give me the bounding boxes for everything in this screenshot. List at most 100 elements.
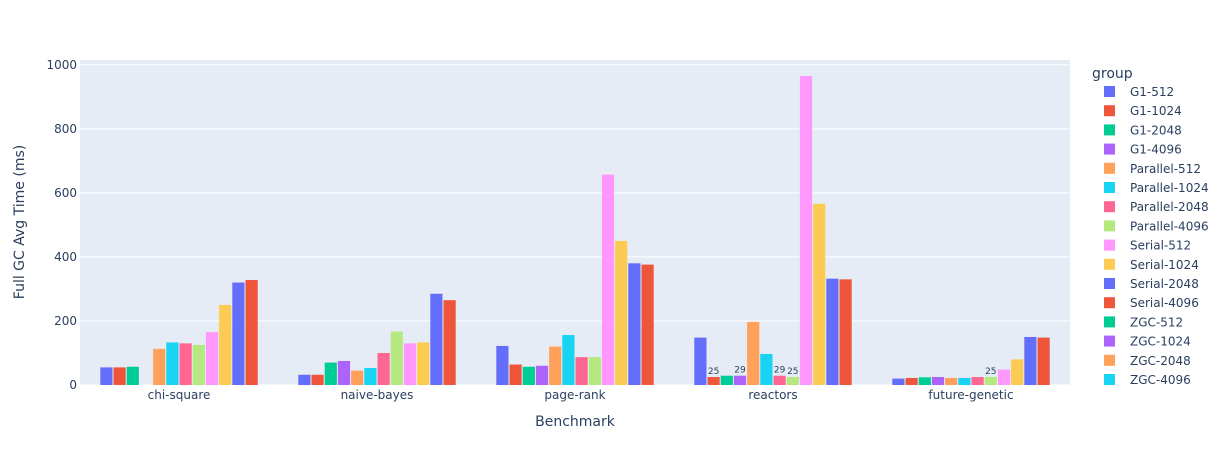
bar [918, 377, 931, 385]
y-tick-label: 200 [54, 314, 77, 328]
legend-item[interactable]: ZGC-2048 [1104, 354, 1191, 368]
bar [126, 366, 139, 385]
legend-swatch [1104, 86, 1115, 97]
bar [232, 282, 245, 385]
legend-item[interactable]: G1-1024 [1104, 104, 1182, 118]
legend-swatch [1104, 220, 1115, 232]
bar-value-label: 25 [708, 367, 719, 377]
legend-item[interactable]: Parallel-512 [1104, 162, 1201, 176]
legend-label: G1-4096 [1130, 143, 1182, 157]
legend-item[interactable]: Parallel-1024 [1104, 181, 1209, 195]
legend-label: Parallel-1024 [1130, 181, 1209, 195]
x-tick-label: naive-bayes [341, 388, 414, 402]
bar [786, 376, 799, 385]
y-tick-label: 800 [54, 122, 77, 136]
bar-value-label: 29 [774, 366, 786, 376]
legend-swatch [1104, 335, 1115, 347]
bar [364, 368, 377, 385]
y-tick-label: 0 [69, 378, 77, 392]
bar [575, 357, 588, 385]
legend-swatch [1104, 297, 1115, 309]
bar [720, 375, 733, 385]
y-tick-label: 600 [54, 186, 77, 200]
bar [773, 375, 786, 385]
bar [892, 378, 905, 385]
bar [166, 342, 179, 385]
bar [113, 367, 126, 385]
bar-series [100, 76, 1050, 385]
legend-item[interactable]: Serial-2048 [1104, 277, 1199, 291]
bar [694, 337, 707, 385]
bar [179, 343, 192, 385]
legend-label: Parallel-512 [1130, 162, 1201, 176]
bar [588, 357, 601, 385]
legend-item[interactable]: G1-512 [1104, 85, 1174, 99]
bar [100, 367, 113, 385]
bar [311, 374, 324, 385]
bar [971, 376, 984, 385]
bar [377, 352, 390, 385]
bar [628, 263, 641, 385]
bar [733, 375, 747, 385]
legend-label: ZGC-512 [1130, 315, 1183, 329]
legend-label: ZGC-1024 [1130, 335, 1191, 349]
bar [562, 335, 575, 385]
bar [1037, 337, 1050, 385]
bar [535, 365, 549, 385]
bar [747, 321, 760, 385]
bar [905, 377, 918, 385]
legend-swatch [1104, 182, 1115, 193]
bar [641, 264, 654, 385]
legend-item[interactable]: Serial-4096 [1104, 296, 1199, 310]
legend-label: ZGC-2048 [1130, 354, 1191, 368]
y-axis-ticks: 0 200 400 600 800 1000 [46, 58, 77, 392]
legend-item[interactable]: Parallel-2048 [1104, 200, 1209, 214]
legend-item[interactable]: G1-2048 [1104, 123, 1182, 137]
bar [337, 360, 351, 385]
bar [205, 332, 219, 385]
legend-swatch [1104, 239, 1115, 251]
legend-title: group [1092, 66, 1133, 82]
legend-label: Serial-4096 [1130, 296, 1199, 310]
legend-item[interactable]: G1-4096 [1104, 143, 1182, 157]
legend-swatch [1104, 162, 1115, 174]
x-tick-label: page-rank [544, 388, 605, 402]
legend-item[interactable]: Parallel-4096 [1104, 219, 1209, 233]
plot-background [80, 60, 1070, 385]
bar [760, 353, 773, 385]
bar-value-label: 25 [985, 367, 996, 377]
x-tick-label: chi-square [148, 388, 211, 402]
x-axis-title: Benchmark [535, 414, 616, 430]
bar [153, 348, 166, 385]
legend-swatch [1104, 258, 1115, 270]
bar [430, 293, 443, 385]
legend-item[interactable]: ZGC-512 [1104, 315, 1183, 329]
bar [984, 376, 997, 385]
legend-label: G1-2048 [1130, 123, 1182, 137]
y-gridlines [80, 64, 1070, 386]
bar [799, 76, 813, 385]
x-tick-label: reactors [748, 388, 797, 402]
legend-label: Parallel-4096 [1130, 219, 1209, 233]
legend-item[interactable]: ZGC-1024 [1104, 335, 1191, 349]
bar [839, 279, 852, 385]
legend-item[interactable]: Serial-512 [1104, 239, 1191, 253]
legend-swatch [1104, 124, 1115, 136]
legend-label: G1-1024 [1130, 104, 1182, 118]
legend-item[interactable]: ZGC-4096 [1104, 373, 1191, 387]
bar [1011, 359, 1024, 385]
bar [443, 300, 456, 385]
bar [522, 366, 535, 385]
bar [601, 174, 615, 385]
bar [403, 343, 417, 385]
legend-label: Serial-1024 [1130, 258, 1199, 272]
bar [509, 364, 522, 385]
bar [298, 374, 311, 385]
legend-item[interactable]: Serial-1024 [1104, 258, 1199, 272]
bar [245, 279, 258, 385]
bar [496, 345, 509, 385]
bar [931, 376, 945, 385]
bar [1024, 336, 1037, 385]
legend-swatch [1104, 374, 1115, 385]
